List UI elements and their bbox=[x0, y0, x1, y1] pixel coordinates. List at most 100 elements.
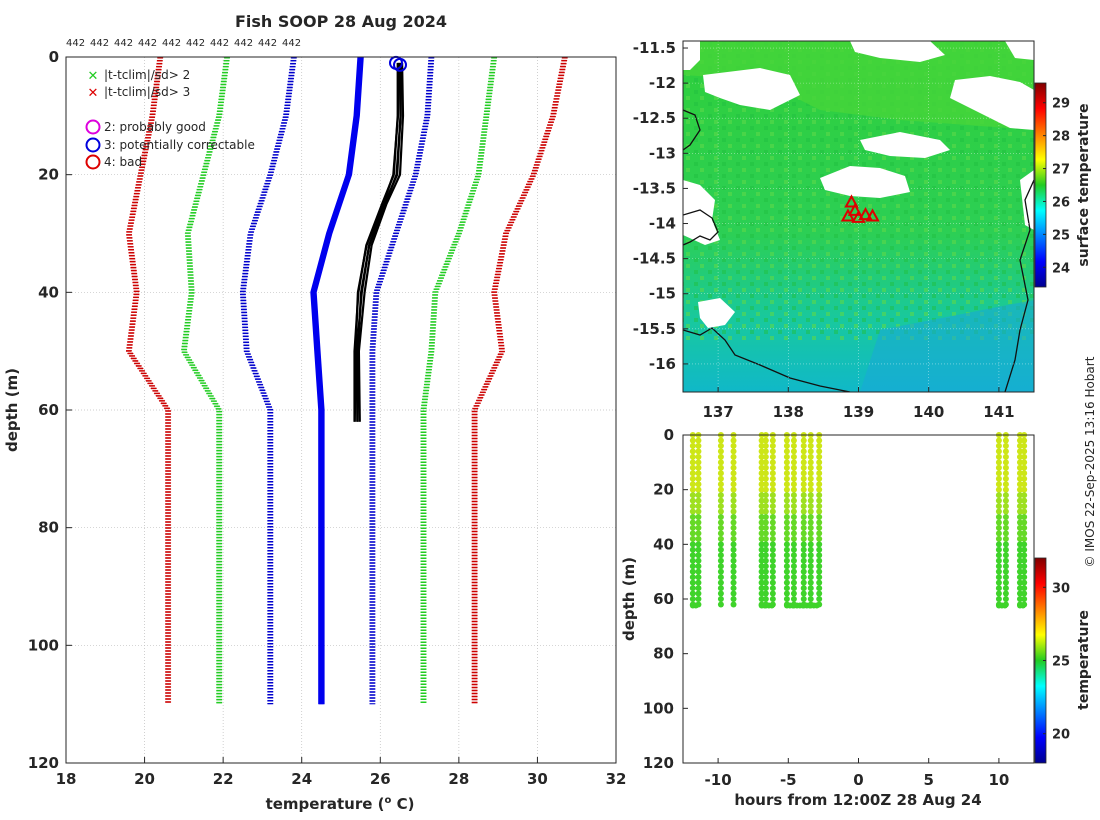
dt-point bbox=[1002, 486, 1009, 493]
dt-point bbox=[790, 503, 797, 510]
dt-point bbox=[1021, 557, 1028, 564]
dt-point bbox=[1002, 552, 1009, 559]
dt-point bbox=[783, 524, 790, 531]
dt-point bbox=[758, 590, 765, 597]
dt-point bbox=[1016, 459, 1023, 466]
cloud-mask bbox=[1005, 41, 1034, 60]
y-tick-label: 40 bbox=[38, 283, 59, 301]
dt-profile bbox=[1002, 432, 1009, 608]
dt-point bbox=[1021, 492, 1028, 499]
dt-point bbox=[1002, 541, 1009, 548]
dt-point bbox=[1002, 492, 1009, 499]
dt-point bbox=[807, 519, 814, 526]
series-line bbox=[183, 56, 228, 705]
dt-point bbox=[783, 535, 790, 542]
sst-colorbar bbox=[1034, 82, 1047, 288]
dt-point bbox=[1016, 563, 1023, 570]
dt-x-tick-label: 10 bbox=[988, 771, 1009, 789]
dt-point bbox=[695, 546, 702, 553]
dt-point bbox=[717, 437, 724, 444]
dt-point bbox=[762, 535, 769, 542]
dt-point bbox=[800, 546, 807, 553]
dt-point bbox=[1002, 574, 1009, 581]
dt-point bbox=[790, 585, 797, 592]
dt-point bbox=[730, 442, 737, 449]
dt-point bbox=[783, 546, 790, 553]
series-line bbox=[128, 56, 169, 705]
dt-point bbox=[1021, 514, 1028, 520]
dt-point bbox=[695, 481, 702, 488]
dt-point bbox=[769, 519, 776, 526]
dt-point bbox=[783, 596, 790, 602]
dt-point bbox=[800, 481, 807, 488]
series-line bbox=[312, 56, 362, 705]
dt-point bbox=[1002, 503, 1009, 510]
dt-point bbox=[816, 524, 823, 531]
dt-point bbox=[1002, 442, 1009, 449]
dt-profiles bbox=[689, 432, 1028, 609]
series-line bbox=[185, 56, 231, 705]
dt-point bbox=[995, 519, 1002, 526]
legend-x-green-icon: ✕ bbox=[88, 69, 99, 84]
dt-point bbox=[995, 557, 1002, 564]
dt-point bbox=[1021, 535, 1028, 542]
x-tick-label: 24 bbox=[291, 770, 312, 788]
dt-point bbox=[695, 459, 702, 466]
dt-point bbox=[783, 497, 790, 504]
dt-point bbox=[790, 519, 797, 526]
station-marker bbox=[847, 202, 863, 216]
dt-point bbox=[1002, 459, 1009, 466]
dt-point bbox=[695, 464, 702, 471]
dt-point bbox=[800, 453, 807, 460]
series-line bbox=[314, 56, 364, 705]
dt-point bbox=[816, 503, 823, 510]
dt-profile bbox=[1021, 432, 1028, 608]
dt-point bbox=[800, 524, 807, 531]
dt-point bbox=[1021, 552, 1028, 559]
dt-point bbox=[1021, 475, 1028, 482]
dt-point bbox=[769, 492, 776, 499]
dt-point bbox=[1002, 481, 1009, 488]
dt-point bbox=[1016, 475, 1023, 482]
dt-point bbox=[730, 563, 737, 570]
dt-point bbox=[689, 585, 696, 592]
dt-point bbox=[695, 552, 702, 559]
dt-point bbox=[783, 541, 790, 548]
dt-point bbox=[695, 524, 702, 531]
dt-point bbox=[1016, 448, 1023, 455]
dt-point bbox=[695, 497, 702, 504]
dt-point bbox=[783, 453, 790, 460]
dt-point bbox=[1016, 470, 1023, 477]
dt-point bbox=[762, 437, 769, 444]
dt-point bbox=[717, 535, 724, 542]
dt-point bbox=[816, 497, 823, 504]
dt-point bbox=[816, 519, 823, 526]
dt-point bbox=[816, 557, 823, 564]
dt-point bbox=[995, 563, 1002, 570]
dt-point bbox=[769, 453, 776, 460]
dt-point bbox=[695, 568, 702, 575]
dt-point bbox=[769, 574, 776, 581]
dt-profile bbox=[807, 432, 814, 608]
dt-point bbox=[783, 519, 790, 526]
dt-point bbox=[790, 596, 797, 602]
cloud-mask bbox=[683, 180, 720, 245]
profile-count-label: 442 bbox=[186, 38, 205, 49]
series-line bbox=[242, 56, 295, 705]
dt-point bbox=[689, 453, 696, 460]
dt-point bbox=[762, 470, 769, 477]
legend-label: |t-tclim|/sd> 2 bbox=[104, 68, 190, 82]
dt-point bbox=[1001, 602, 1008, 609]
dt-point bbox=[783, 514, 790, 520]
y-tick-label: 100 bbox=[28, 636, 59, 654]
dt-point bbox=[800, 497, 807, 504]
dt-point bbox=[1021, 541, 1028, 548]
dt-point bbox=[807, 568, 814, 575]
dt-point bbox=[807, 574, 814, 581]
dt-point bbox=[730, 579, 737, 586]
dt-y-tick-label: 0 bbox=[664, 426, 674, 444]
dt-point bbox=[995, 568, 1002, 575]
coastline bbox=[683, 327, 851, 392]
dt-point bbox=[689, 530, 696, 537]
